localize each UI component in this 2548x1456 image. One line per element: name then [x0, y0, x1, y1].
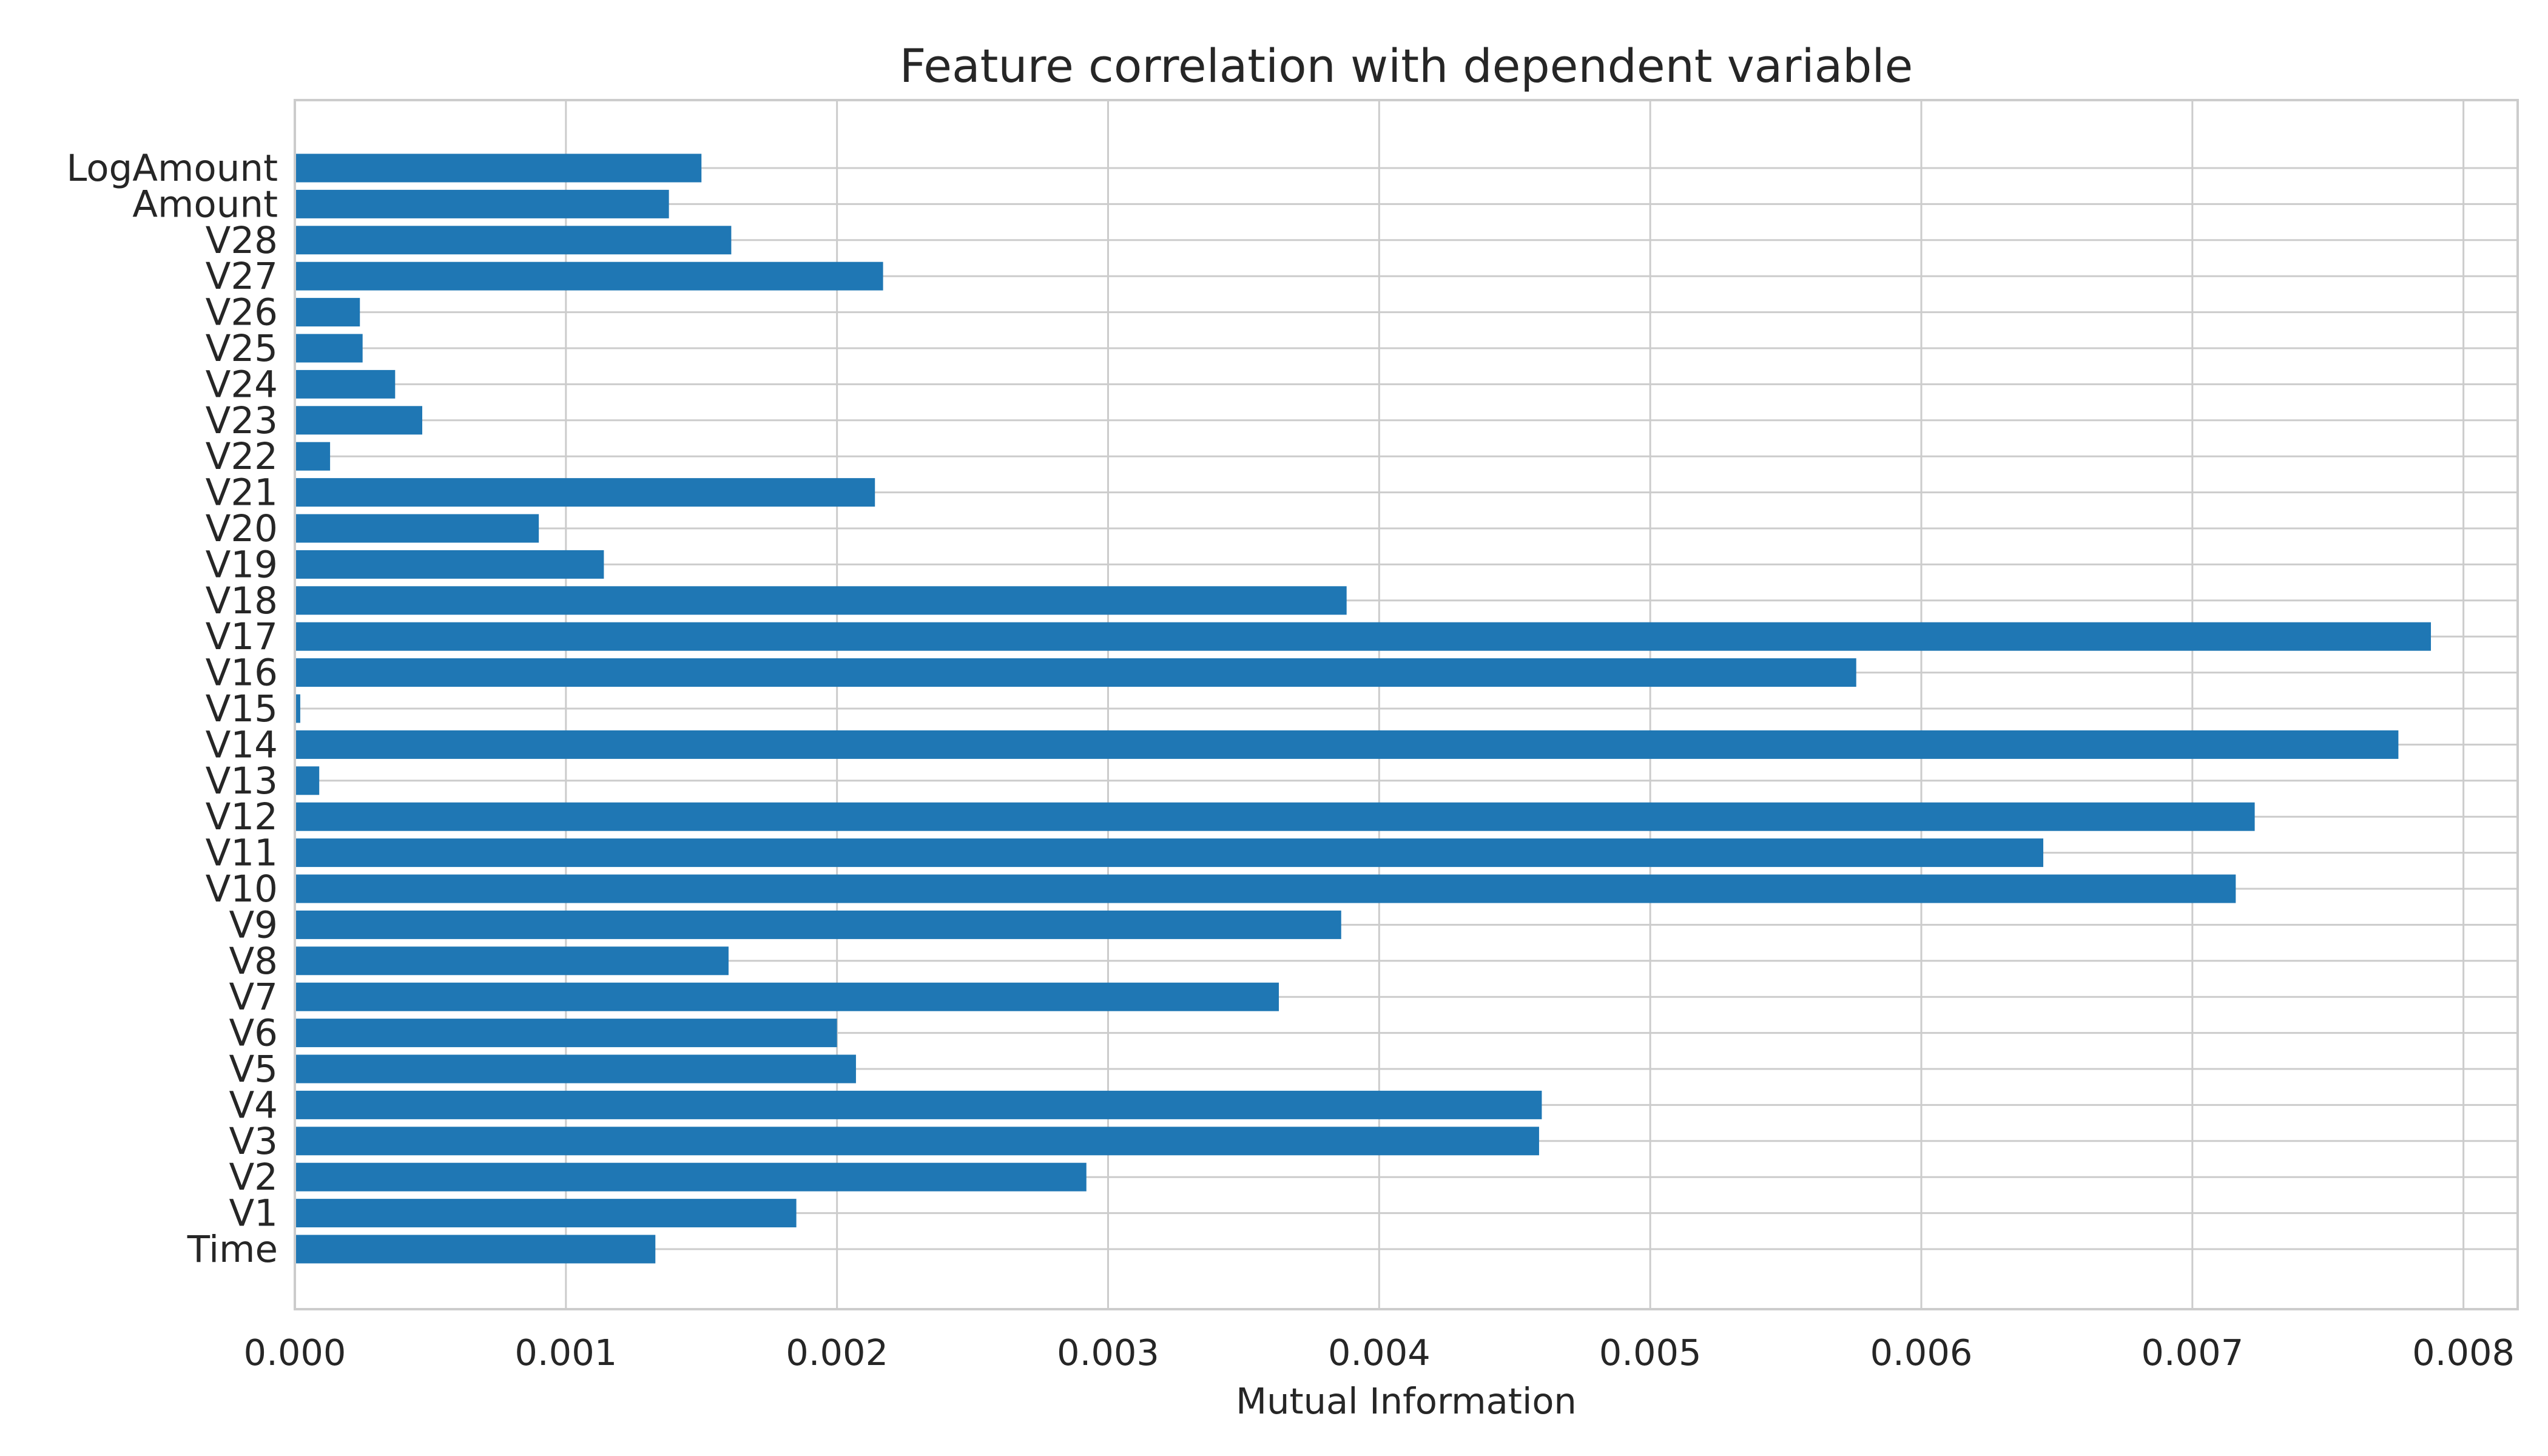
- x-tick-label: 0.003: [1057, 1332, 1159, 1373]
- y-tick-label: V4: [229, 1084, 278, 1127]
- y-tick-label: V23: [206, 399, 278, 442]
- y-tick-label: V22: [206, 435, 278, 478]
- bar-v6: [295, 1019, 837, 1048]
- y-tick-label: V26: [206, 291, 278, 334]
- y-tick-label: V17: [206, 615, 278, 658]
- bar-v10: [295, 874, 2236, 903]
- x-tick-label: 0.007: [2141, 1332, 2243, 1373]
- bar-v21: [295, 478, 875, 507]
- bar-v7: [295, 982, 1279, 1011]
- y-tick-label: V18: [206, 579, 278, 622]
- chart-title: Feature correlation with dependent varia…: [900, 39, 1913, 93]
- bar-v8: [295, 946, 729, 976]
- y-tick-label: V3: [229, 1120, 278, 1163]
- y-gridlines: [295, 167, 2518, 1250]
- y-tick-label: V27: [206, 255, 278, 298]
- y-tick-label: LogAmount: [66, 147, 278, 190]
- y-tick-label: Amount: [132, 183, 278, 226]
- x-tick-label: 0.004: [1328, 1332, 1431, 1373]
- bar-v19: [295, 550, 604, 579]
- bar-v16: [295, 658, 1856, 687]
- bar-v24: [295, 369, 396, 399]
- y-tick-label: V20: [206, 507, 278, 550]
- bar-v28: [295, 226, 732, 255]
- bar-v17: [295, 622, 2432, 651]
- y-tick-label: V10: [206, 868, 278, 911]
- bar-v20: [295, 514, 539, 543]
- bar-v2: [295, 1162, 1087, 1191]
- x-gridlines: [294, 100, 2465, 1309]
- bar-logamount: [295, 153, 702, 183]
- y-tick-label: V8: [229, 940, 278, 983]
- bar-v15: [295, 694, 300, 723]
- bar-v5: [295, 1054, 856, 1084]
- x-axis-label: Mutual Information: [1236, 1380, 1577, 1422]
- y-tick-label: V15: [206, 687, 278, 730]
- x-tick-labels: 0.000 0.001 0.002 0.003 0.004 0.005 0.006 0.007…: [244, 1332, 2515, 1373]
- bar-time: [295, 1235, 656, 1264]
- y-tick-label: V25: [206, 327, 278, 370]
- bar-v26: [295, 298, 360, 327]
- x-tick-label: 0.008: [2412, 1332, 2515, 1373]
- bar-v12: [295, 802, 2255, 831]
- y-tick-label: V12: [206, 795, 278, 838]
- bar-v9: [295, 910, 1341, 939]
- y-tick-label: V5: [229, 1048, 278, 1091]
- y-tick-label: Time: [187, 1228, 278, 1271]
- bar-amount: [295, 189, 669, 218]
- y-tick-label: V28: [206, 219, 278, 262]
- bar-v4: [295, 1090, 1542, 1119]
- y-tick-label: V21: [206, 471, 278, 514]
- bar-v3: [295, 1127, 1539, 1156]
- bars: [295, 153, 2432, 1264]
- x-tick-label: 0.006: [1870, 1332, 1973, 1373]
- x-tick-label: 0.000: [244, 1332, 346, 1373]
- y-tick-label: V16: [206, 652, 278, 695]
- y-tick-label: V14: [206, 723, 278, 766]
- y-tick-label: V11: [206, 832, 278, 875]
- y-tick-label: V7: [229, 976, 278, 1019]
- y-tick-label: V13: [206, 760, 278, 803]
- y-tick-label: V1: [229, 1192, 278, 1235]
- bar-v14: [295, 730, 2399, 759]
- bar-v22: [295, 442, 331, 471]
- y-tick-labels: TimeV1V2V3V4V5V6V7V8V9V10V11V12V13V14V15…: [66, 147, 278, 1271]
- x-tick-label: 0.001: [514, 1332, 617, 1373]
- bar-v18: [295, 586, 1347, 615]
- bar-v11: [295, 838, 2044, 868]
- x-tick-label: 0.005: [1599, 1332, 1702, 1373]
- bar-v27: [295, 261, 883, 291]
- y-tick-label: V9: [229, 903, 278, 946]
- bar-v23: [295, 406, 423, 435]
- plot-frame: [294, 99, 2519, 1310]
- bar-v1: [295, 1199, 797, 1228]
- y-tick-label: V2: [229, 1156, 278, 1199]
- y-tick-label: V6: [229, 1012, 278, 1055]
- y-tick-label: V19: [206, 543, 278, 586]
- bar-v25: [295, 334, 363, 363]
- x-tick-label: 0.002: [786, 1332, 888, 1373]
- bar-v13: [295, 766, 320, 795]
- y-tick-label: V24: [206, 363, 278, 406]
